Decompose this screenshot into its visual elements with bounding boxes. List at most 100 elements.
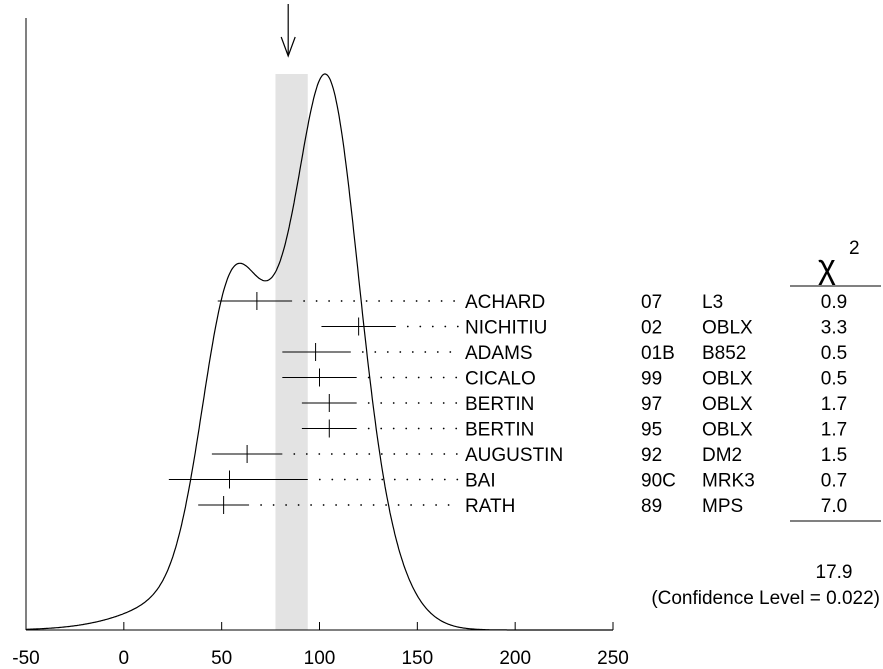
technique-label: MPS — [702, 496, 743, 517]
leader-dot — [406, 478, 409, 481]
measurement-row: RATH 89 MPS 7.0 — [198, 496, 847, 517]
leader-dot — [417, 402, 420, 404]
leader-dot — [293, 453, 296, 455]
leader-dot — [347, 504, 350, 506]
leader-dot — [315, 300, 318, 302]
author-label: NICHITIU — [465, 318, 547, 339]
year-label: 92 — [641, 445, 662, 466]
chi2-value: 1.7 — [821, 394, 847, 415]
year-label: 90C — [641, 471, 676, 492]
leader-dot — [455, 453, 458, 455]
chi2-value: 0.5 — [821, 369, 847, 390]
leader-dot — [444, 325, 447, 328]
chi2-value: 0.9 — [821, 292, 847, 313]
leader-dot — [368, 453, 371, 455]
technique-label: DM2 — [702, 445, 742, 466]
leader-dot — [431, 478, 434, 481]
author-label: ADAMS — [465, 343, 533, 364]
leader-dot — [356, 478, 359, 481]
leader-dot — [297, 504, 300, 506]
technique-label: OBLX — [702, 369, 753, 390]
x-tick-label: 100 — [304, 648, 336, 669]
technique-label: OBLX — [702, 420, 753, 441]
leader-dot — [386, 351, 389, 353]
leader-dot — [343, 478, 346, 481]
leader-dot — [380, 427, 383, 430]
leader-dot — [442, 376, 445, 379]
leader-dot — [447, 504, 450, 506]
leader-dot — [435, 504, 437, 506]
measurement-row: BERTIN 95 OBLX 1.7 — [301, 419, 847, 441]
measurement-row: NICHITIU 02 OBLX 3.3 — [321, 317, 847, 339]
leader-dot — [393, 453, 396, 455]
measurement-row: ACHARD 07 L3 0.9 — [217, 292, 847, 313]
author-label: BAI — [465, 471, 496, 492]
leader-dot — [455, 402, 458, 404]
author-label: BERTIN — [465, 394, 534, 415]
leader-dot — [331, 478, 334, 481]
confidence-level: (Confidence Level = 0.022) — [651, 588, 880, 609]
leader-dot — [305, 453, 308, 455]
leader-dot — [410, 504, 412, 506]
leader-dot — [367, 427, 370, 430]
x-tick-label: 150 — [401, 648, 433, 669]
x-tick-label: -50 — [12, 648, 39, 669]
x-tick-label: 0 — [119, 648, 130, 669]
leader-dot — [374, 351, 377, 353]
leader-dot — [405, 427, 408, 430]
leader-dot — [417, 376, 420, 379]
leader-dot — [340, 300, 343, 302]
leader-dot — [403, 300, 405, 302]
leader-dot — [455, 427, 458, 430]
leader-dot — [406, 325, 409, 328]
leader-dot — [380, 376, 383, 379]
leader-dot — [418, 478, 421, 481]
measurement-row: ADAMS 01B B852 0.5 — [282, 343, 847, 364]
technique-label: B852 — [702, 343, 746, 364]
leader-dot — [390, 300, 393, 302]
leader-dot — [405, 376, 408, 379]
leader-dot — [397, 504, 400, 506]
measurement-row: AUGUSTIN 92 DM2 1.5 — [211, 445, 847, 466]
chi2-header-exponent: 2 — [849, 238, 860, 259]
leader-dot — [353, 300, 355, 302]
leader-dot — [310, 504, 312, 506]
author-label: CICALO — [465, 369, 536, 390]
leader-dot — [431, 325, 434, 328]
chi2-value: 1.7 — [821, 420, 847, 441]
year-label: 95 — [641, 420, 662, 441]
leader-dot — [405, 453, 408, 455]
chi2-value: 0.5 — [821, 343, 847, 364]
leader-dot — [405, 402, 408, 404]
leader-dot — [378, 300, 380, 302]
year-label: 99 — [641, 369, 662, 390]
measurement-row: BERTIN 97 OBLX 1.7 — [301, 394, 847, 415]
leader-dot — [430, 427, 433, 430]
leader-dot — [361, 351, 364, 353]
year-label: 97 — [641, 394, 662, 415]
leader-dot — [449, 351, 452, 353]
author-label: RATH — [465, 496, 515, 517]
leader-dot — [328, 300, 330, 302]
year-label: 02 — [641, 318, 662, 339]
leader-dot — [399, 351, 402, 353]
leader-dot — [418, 453, 421, 455]
year-label: 01B — [641, 343, 675, 364]
technique-label: L3 — [702, 292, 723, 313]
leader-dot — [428, 300, 430, 302]
x-tick-label: 200 — [499, 648, 531, 669]
leader-dot — [365, 300, 368, 302]
leader-dot — [436, 351, 439, 353]
author-label: BERTIN — [465, 420, 534, 441]
measurement-row: CICALO 99 OBLX 0.5 — [282, 368, 847, 390]
leader-dot — [330, 453, 333, 455]
leader-dot — [355, 453, 358, 455]
leader-dot — [456, 325, 459, 328]
technique-label: OBLX — [702, 394, 753, 415]
leader-dot — [343, 453, 346, 455]
ideogram-curve — [26, 73, 613, 631]
measurement-row: BAI 90C MRK3 0.7 — [168, 470, 847, 492]
leader-dot — [392, 376, 395, 379]
leader-dot — [392, 402, 395, 404]
